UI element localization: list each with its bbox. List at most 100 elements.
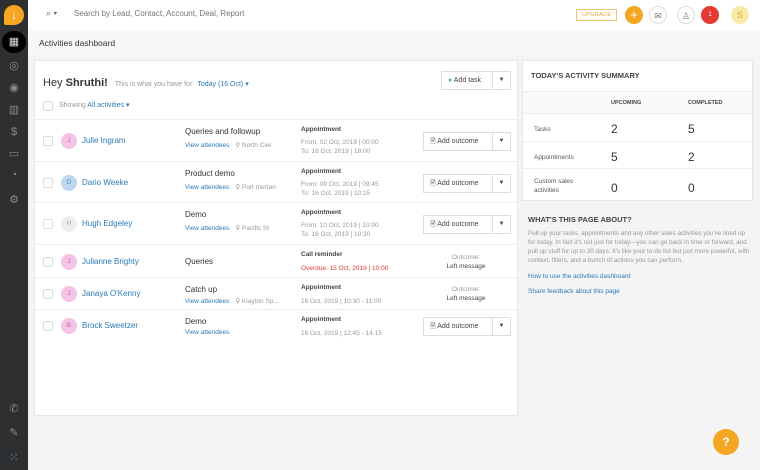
chevron-down-icon[interactable]: ▼: [492, 133, 510, 150]
contact-name-link[interactable]: Brock Sweetzer: [82, 321, 139, 330]
pin-icon: ⚲: [235, 298, 241, 305]
avatar[interactable]: S: [731, 6, 749, 24]
add-icon[interactable]: +: [625, 6, 643, 24]
greeting-hey: Hey: [43, 77, 63, 89]
upcoming-count: 5: [611, 150, 618, 164]
page-header: Activities dashboard: [28, 30, 760, 55]
summary-row: Tasks 2 5: [523, 113, 752, 141]
activity-time: 16 Oct, 2019 | 10:30 - 11:00: [301, 298, 382, 305]
contact-name-link[interactable]: Hugh Edgeley: [82, 219, 133, 228]
row-checkbox[interactable]: [43, 256, 53, 267]
chevron-down-icon[interactable]: ▼: [492, 318, 510, 335]
table-row: J Janaya O'Kenny Catch up View attendees…: [35, 277, 517, 309]
completed-count: 5: [688, 122, 695, 136]
sidebar-item-chat-icon[interactable]: ▭: [8, 148, 20, 160]
sidebar: ↓ ▦ ◎ ◉ ▥ $ ▭ ◔ ⚙ ✆ ✎ ⁙: [0, 0, 28, 470]
activity-type: Call reminder: [301, 251, 343, 258]
row-checkbox[interactable]: [43, 289, 53, 299]
activity-type: Appointment: [301, 316, 342, 323]
note-icon: 🗎: [430, 179, 436, 187]
add-outcome-button[interactable]: 🗎 Add outcome ▼: [423, 317, 511, 336]
select-all-checkbox[interactable]: [43, 101, 53, 111]
bell-icon[interactable]: ♙: [677, 6, 695, 24]
table-row: H Hugh Edgeley Demo View attendees ⚲ Paci…: [35, 202, 517, 244]
row-checkbox[interactable]: [43, 219, 53, 229]
table-row: D Dario Weeke Product demo View attendee…: [35, 161, 517, 202]
summary-row: Custom sales activities 0 0: [523, 168, 752, 201]
help-button[interactable]: ?: [713, 429, 739, 455]
avatar: B: [61, 318, 77, 334]
avatar: J: [61, 133, 77, 149]
sidebar-phone-icon[interactable]: ✆: [9, 403, 19, 415]
row-checkbox[interactable]: [43, 136, 53, 146]
row-checkbox[interactable]: [43, 321, 53, 331]
feedback-link[interactable]: Share feedback about this page: [528, 288, 620, 295]
logo-icon[interactable]: ↓: [4, 5, 24, 25]
activity-filter-dropdown[interactable]: All activities ▾: [87, 102, 130, 109]
apps-grid-icon[interactable]: ⁙: [9, 452, 19, 464]
pin-icon: ⚲: [235, 142, 241, 149]
activity-subject: Product demo: [185, 169, 235, 178]
user-name: Shruthi!: [65, 77, 108, 89]
summary-row: Appointments 5 2: [523, 141, 752, 168]
avatar: H: [61, 216, 77, 232]
date-dropdown[interactable]: Today (16 Oct) ▾: [197, 81, 249, 88]
contact-name-link[interactable]: Dario Weeke: [82, 177, 129, 187]
table-row: B Brock Sweetzer Demo View attendees App…: [35, 309, 517, 341]
contact-name-link[interactable]: Julianne Brighty: [82, 256, 139, 266]
activity-type: Appointment: [301, 284, 342, 291]
add-outcome-button[interactable]: 🗎 Add outcome ▼: [423, 173, 511, 193]
upcoming-count: 2: [611, 122, 618, 136]
activity-time: From: 09 Oct, 2019 | 09:45 To: 16 Oct, 20…: [301, 181, 379, 197]
avatar: D: [61, 174, 77, 191]
activity-type: Appointment: [301, 209, 342, 216]
sidebar-feedback-icon[interactable]: ✎: [9, 427, 19, 439]
location: ⚲ Port mertan: [235, 184, 276, 191]
chevron-down-icon[interactable]: ▼: [492, 174, 510, 192]
location: ⚲ Klayton Sp...: [235, 298, 279, 305]
notification-badge[interactable]: 1: [701, 6, 719, 24]
sidebar-item-accounts-icon[interactable]: ▥: [8, 104, 20, 116]
mail-icon[interactable]: ✉: [649, 6, 667, 24]
activity-subject: Queries: [185, 256, 214, 266]
activity-time: From: 10 Oct, 2019 | 10:00 To: 16 Oct, 20…: [301, 222, 379, 238]
view-attendees-link[interactable]: View attendees: [185, 142, 230, 149]
view-attendees-link[interactable]: View attendees: [185, 298, 230, 305]
activity-type: Appointment: [301, 168, 342, 175]
sidebar-item-deals-icon[interactable]: $: [10, 126, 18, 138]
search-input[interactable]: [74, 9, 374, 18]
activities-card: Hey Shruthi! This is what you have for T…: [34, 60, 518, 416]
view-attendees-link[interactable]: View attendees: [185, 225, 230, 232]
avatar: J: [61, 253, 77, 270]
view-attendees-link[interactable]: View attendees: [185, 184, 230, 191]
upgrade-button[interactable]: UPGRADE: [576, 9, 618, 21]
how-to-link[interactable]: How to use the activities dashboard: [528, 273, 631, 280]
activity-subject: Queries and followup: [185, 127, 261, 136]
completed-count: 2: [688, 150, 695, 164]
add-task-button[interactable]: ● Add task ▼: [441, 71, 511, 90]
sidebar-item-leads-icon[interactable]: ◎: [9, 60, 19, 72]
search-icon[interactable]: ⌕ ▾: [46, 8, 58, 18]
row-checkbox[interactable]: [43, 177, 53, 188]
activity-time: 16 Oct, 2019 | 12:45 - 14:15: [301, 330, 382, 337]
activity-subject: Demo: [185, 210, 207, 219]
location: ⚲ Pacific St: [235, 225, 270, 232]
sidebar-item-contacts-icon[interactable]: ◉: [9, 82, 19, 94]
sidebar-item-settings-icon[interactable]: ⚙: [9, 194, 19, 206]
sidebar-item-activities-icon[interactable]: ▦: [2, 31, 26, 53]
add-outcome-button[interactable]: 🗎 Add outcome ▼: [423, 132, 511, 151]
about-title: WHAT'S THIS PAGE ABOUT?: [528, 215, 632, 224]
note-icon: 🗎: [430, 138, 436, 145]
showing-filter: Showing All activities ▾: [59, 102, 130, 109]
col-upcoming: UPCOMING: [611, 100, 642, 106]
contact-name-link[interactable]: Janaya O'Kenny: [82, 289, 141, 298]
activity-summary-card: TODAY'S ACTIVITY SUMMARY UPCOMING COMPLE…: [522, 60, 753, 201]
view-attendees-link[interactable]: View attendees: [185, 329, 230, 336]
sidebar-item-reports-icon[interactable]: ◔: [10, 169, 18, 181]
summary-label: Tasks: [534, 126, 551, 133]
contact-name-link[interactable]: Julie Ingram: [82, 136, 126, 145]
about-section: WHAT'S THIS PAGE ABOUT? Pull up your tas…: [528, 215, 753, 295]
chevron-down-icon[interactable]: ▼: [492, 216, 510, 233]
chevron-down-icon[interactable]: ▼: [492, 72, 510, 89]
add-outcome-button[interactable]: 🗎 Add outcome ▼: [423, 215, 511, 234]
